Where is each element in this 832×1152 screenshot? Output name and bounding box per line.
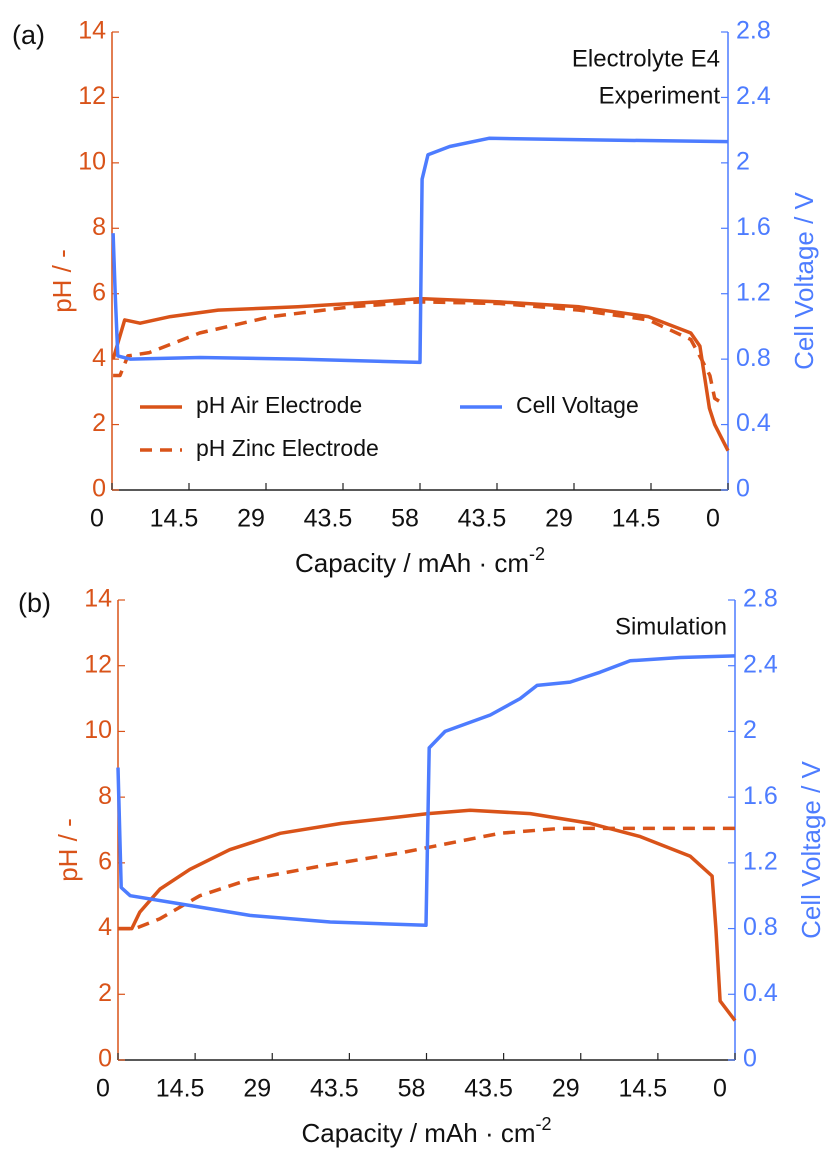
y-axis-label: pH / - [47, 249, 77, 313]
x-tick-label: 14.5 [612, 505, 661, 533]
annotation: Electrolyte E4 [572, 45, 720, 72]
x-axis-label-text: Capacity / mAh · cm [301, 1118, 535, 1148]
y2-tick-label: 2.4 [743, 650, 778, 678]
x-axis-label-text: Capacity / mAh · cm [295, 548, 529, 578]
x-tick-label: 29 [237, 505, 265, 533]
x-tick-label: 43.5 [304, 505, 353, 533]
y2-tick-label: 0.8 [736, 344, 771, 372]
x-tick-label: 0 [713, 1075, 727, 1103]
x-tick-label: 14.5 [156, 1075, 205, 1103]
panel-label: (b) [18, 588, 51, 618]
x-tick-label: 0 [96, 1075, 110, 1103]
y2-axis-label: Cell Voltage / V [796, 760, 826, 938]
y2-tick-label: 2.8 [743, 585, 778, 613]
y2-tick-label: 1.6 [736, 213, 771, 241]
y-axis-label: pH / - [53, 818, 83, 882]
y2-tick-label: 1.6 [743, 782, 778, 810]
annotation: Experiment [599, 82, 721, 109]
y-tick-label: 0 [98, 1045, 112, 1073]
y2-tick-label: 1.2 [736, 278, 771, 306]
x-axis-label-sup: -2 [536, 1114, 552, 1134]
y-tick-label: 2 [92, 409, 106, 437]
x-tick-label: 29 [545, 505, 573, 533]
y-tick-label: 8 [92, 213, 106, 241]
x-tick-label: 43.5 [464, 1075, 513, 1103]
y-tick-label: 0 [92, 475, 106, 503]
series-line [111, 136, 729, 365]
x-axis-label: Capacity / mAh · cm-2 [295, 544, 545, 578]
x-axis-label-sup: -2 [529, 544, 545, 564]
y2-tick-label: 2.8 [736, 17, 771, 45]
x-tick-label: 43.5 [310, 1075, 359, 1103]
y-tick-label: 6 [98, 847, 112, 875]
y-tick-label: 8 [98, 782, 112, 810]
x-tick-label: 29 [243, 1075, 271, 1103]
y2-tick-label: 0 [743, 1045, 757, 1073]
y2-tick-label: 2.4 [736, 82, 771, 110]
y2-axis-label: Cell Voltage / V [789, 191, 819, 369]
y-tick-label: 10 [84, 716, 112, 744]
x-tick-label: 58 [398, 1075, 426, 1103]
y2-tick-label: 0.4 [736, 409, 771, 437]
series-line [111, 296, 730, 452]
x-tick-label: 0 [706, 505, 720, 533]
y-tick-label: 4 [92, 344, 106, 372]
y-tick-label: 12 [84, 650, 112, 678]
y2-tick-label: 2 [743, 716, 757, 744]
y2-tick-label: 2 [736, 147, 750, 175]
series-line [116, 654, 736, 928]
y2-tick-label: 1.2 [743, 847, 778, 875]
y-tick-label: 6 [92, 278, 106, 306]
y-tick-label: 14 [78, 17, 106, 45]
x-axis-label: Capacity / mAh · cm-2 [301, 1114, 551, 1148]
panel-label: (a) [12, 20, 45, 50]
x-tick-label: 29 [552, 1075, 580, 1103]
y-tick-label: 12 [78, 82, 106, 110]
series-line [113, 300, 721, 404]
x-tick-label: 14.5 [619, 1075, 668, 1103]
y2-tick-label: 0 [736, 475, 750, 503]
annotation: Simulation [615, 613, 727, 640]
y-tick-label: 4 [98, 913, 112, 941]
x-tick-label: 14.5 [150, 505, 199, 533]
x-tick-label: 43.5 [458, 505, 507, 533]
y-tick-label: 10 [78, 147, 106, 175]
y-tick-label: 14 [84, 585, 112, 613]
x-tick-label: 0 [90, 505, 104, 533]
y2-tick-label: 0.4 [743, 979, 778, 1007]
y2-tick-label: 0.8 [743, 913, 778, 941]
y-tick-label: 2 [98, 979, 112, 1007]
legend-label: pH Air Electrode [196, 392, 362, 418]
legend-label: Cell Voltage [516, 392, 639, 418]
legend-label: pH Zinc Electrode [196, 435, 379, 461]
x-tick-label: 58 [391, 505, 419, 533]
